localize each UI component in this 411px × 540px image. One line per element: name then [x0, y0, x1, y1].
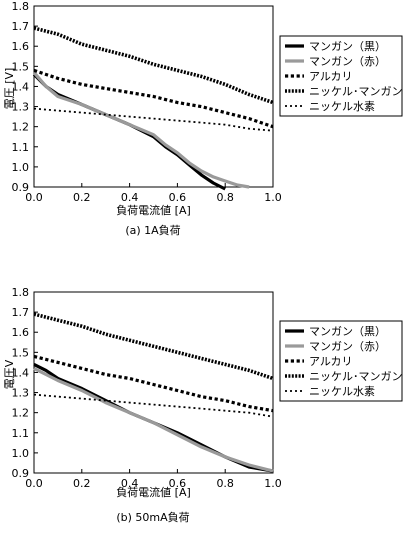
x-tick-label: 0.2: [73, 477, 91, 490]
y-tick-label: 1.3: [12, 387, 30, 400]
legend-label-5: ニッケル水素: [309, 385, 375, 398]
y-tick-label: 1.8: [12, 286, 30, 299]
y-tick-label: 1.5: [12, 346, 30, 359]
y-axis-label: 電圧 [V]: [3, 68, 16, 110]
y-tick-label: 1.2: [12, 407, 30, 420]
legend-label-2: マンガン（赤）: [309, 55, 386, 68]
x-tick-label: 1.0: [264, 477, 282, 490]
y-tick-label: 1.1: [12, 141, 30, 154]
y-tick-label: 0.9: [12, 181, 30, 194]
legend-label-2: マンガン（赤）: [309, 340, 386, 353]
series-line-2: [33, 366, 274, 473]
series-line-1: [33, 362, 274, 473]
legend-label-5: ニッケル水素: [309, 100, 375, 113]
x-tick-label: 0.0: [25, 477, 43, 490]
x-tick-label: 0.4: [121, 477, 139, 490]
series-line-2: [32, 71, 250, 189]
legend-label-3: アルカリ: [309, 70, 353, 83]
y-tick-label: 1.7: [12, 20, 30, 33]
series-line-5: [33, 107, 274, 132]
x-axis-label: 負荷電流値 [A]: [116, 485, 191, 499]
series-line-3: [33, 354, 274, 413]
plot-frame: [33, 291, 274, 474]
x-tick-label: 0.8: [216, 477, 234, 490]
y-tick-label: 1.1: [12, 427, 30, 440]
y-tick-label: 1.6: [12, 326, 30, 339]
figure-caption: (a) 1A負荷: [125, 224, 180, 237]
x-tick-label: 0.4: [121, 191, 139, 204]
chart-panel-2: 0.9 1.0 1.1 1.2 1.3 1.4 1.5 1.6 1.7 1.8 0.0 0.2 0.4 0…: [3, 286, 403, 524]
x-tick-label: 0.8: [216, 191, 234, 204]
legend-label-1: マンガン（黒）: [309, 40, 386, 53]
y-tick-label: 1.2: [12, 121, 30, 134]
legend-label-3: アルカリ: [309, 355, 353, 368]
y-axis-label: 電圧V: [3, 359, 16, 389]
y-tick-label: 1.0: [12, 161, 30, 174]
legend-label-4: ニッケル･マンガン: [309, 370, 403, 383]
chart-panel-1: 0.9 1.0 1.1 1.2 1.3 1.4 1.5 1.6 1.7 1.8 0.0 0.2 0.4 0…: [3, 0, 403, 237]
x-tick-label: 0.6: [169, 191, 187, 204]
y-tick-label: 0.9: [12, 467, 30, 480]
legend-label-4: ニッケル･マンガン: [309, 85, 403, 98]
y-tick-label: 1.3: [12, 101, 30, 114]
series-line-3: [33, 68, 274, 129]
y-tick-label: 1.7: [12, 306, 30, 319]
y-tick-label: 1.5: [12, 60, 30, 73]
y-tick-label: 1.6: [12, 40, 30, 53]
y-tick-label: 1.4: [12, 80, 30, 93]
series-line-4: [33, 312, 274, 381]
x-axis-label: 負荷電流値 [A]: [116, 203, 191, 217]
series-line-4: [33, 26, 274, 105]
x-tick-label: 1.0: [264, 191, 282, 204]
y-tick-label: 1.4: [12, 366, 30, 379]
plot-frame: [33, 5, 274, 188]
figure-caption: (b) 50mA負荷: [116, 511, 189, 524]
series-line-1: [32, 73, 226, 191]
legend-label-1: マンガン（黒）: [309, 325, 386, 338]
series-line-5: [33, 393, 274, 418]
y-tick-label: 1.8: [12, 0, 30, 13]
legend-box: [279, 35, 403, 117]
y-tick-label: 1.0: [12, 447, 30, 460]
x-tick-label: 0.0: [25, 191, 43, 204]
x-tick-label: 0.6: [169, 477, 187, 490]
legend-box: [279, 320, 403, 402]
x-tick-label: 0.2: [73, 191, 91, 204]
